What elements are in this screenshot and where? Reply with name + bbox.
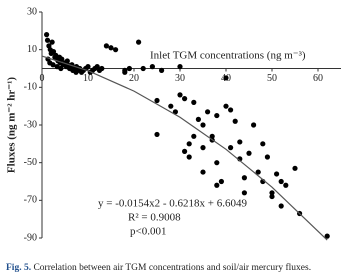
point (200, 122, 206, 128)
y-tick-label: -70 (24, 195, 37, 206)
caption: Fig. 5. Correlation between air TGM conc… (6, 262, 311, 273)
point (58, 65, 64, 72)
point (177, 92, 183, 98)
y-tick-label: 30 (27, 6, 37, 17)
point (49, 39, 55, 45)
point (205, 109, 211, 115)
point (177, 64, 183, 70)
point (292, 165, 298, 171)
caption-text: Correlation between air TGM concentratio… (33, 262, 311, 273)
point (278, 178, 284, 185)
fit-line (41, 55, 328, 241)
point (324, 233, 330, 239)
point (214, 112, 220, 119)
annotation: R² = 0.9008 (128, 212, 181, 224)
annotation: p<0.001 (130, 226, 166, 238)
point (214, 182, 220, 188)
point (64, 58, 70, 64)
point (283, 182, 289, 188)
point (172, 109, 178, 115)
x-tick-label: 0 (40, 73, 45, 84)
point (186, 141, 192, 147)
point (223, 103, 229, 109)
y-tick-label: -30 (24, 119, 37, 130)
point (191, 133, 197, 139)
point (228, 145, 234, 151)
point (94, 64, 100, 70)
x-tick-label: 60 (313, 73, 323, 84)
y-tick-label: -50 (24, 157, 37, 168)
x-tick-label: 30 (175, 73, 185, 84)
point (232, 118, 238, 124)
point (274, 171, 280, 177)
point (182, 148, 188, 154)
point (59, 56, 65, 62)
point (159, 67, 165, 73)
point (278, 203, 284, 209)
point (241, 190, 247, 196)
point (223, 75, 229, 81)
point (260, 141, 266, 147)
point (264, 154, 270, 160)
y-axis-label: Fluxes (ng m⁻² hr⁻¹) (6, 77, 18, 173)
point (251, 122, 257, 128)
point (108, 45, 114, 51)
point (195, 116, 201, 122)
point (154, 131, 160, 138)
point (269, 190, 275, 196)
point (269, 193, 275, 200)
y-tick-label: -10 (24, 82, 37, 93)
point (228, 107, 234, 113)
point (214, 160, 220, 166)
point (237, 139, 243, 145)
point (200, 145, 206, 151)
point (168, 103, 174, 109)
point (149, 64, 155, 70)
point (103, 43, 109, 49)
point (44, 37, 51, 43)
point (182, 96, 188, 102)
point (50, 62, 56, 68)
point (209, 133, 215, 139)
point (136, 39, 142, 45)
point (246, 150, 252, 156)
point (191, 99, 197, 105)
x-tick-label: 20 (129, 73, 139, 84)
x-tick-label: 10 (83, 73, 93, 84)
annotation: y = -0.0154x2 - 0.6218x + 6.6049 (98, 198, 247, 210)
point (99, 65, 105, 72)
point (241, 175, 247, 181)
point (200, 169, 206, 175)
point (85, 64, 91, 70)
point (113, 47, 119, 53)
point (122, 67, 128, 73)
point (140, 65, 146, 72)
point (218, 178, 224, 185)
point (50, 48, 57, 55)
point (255, 169, 261, 175)
point (44, 31, 50, 38)
y-tick-label: -90 (24, 232, 37, 243)
x-tick-label: 50 (267, 73, 277, 84)
point (126, 65, 132, 72)
point (154, 97, 160, 104)
caption-label: Fig. 5. (6, 263, 31, 273)
point (186, 154, 192, 160)
x-axis-label: Inlet TGM concentrations (ng m⁻³) (150, 50, 306, 62)
y-tick-label: 10 (27, 44, 37, 55)
